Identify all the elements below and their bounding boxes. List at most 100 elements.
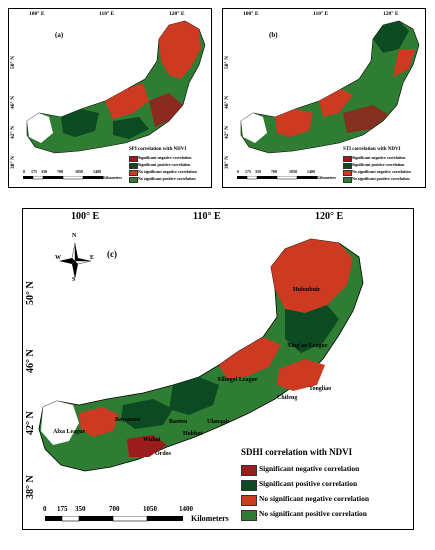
legend-label: No significant negative correlation	[138, 169, 197, 174]
legend-label: No significant positive correlation	[259, 509, 367, 518]
legend-c: SDHI correlation with NDVI Significant n…	[241, 447, 413, 523]
scale-bar-graphic	[23, 176, 103, 180]
scale-unit: Kilometers	[317, 175, 336, 180]
scale-bar-a: 0 175 350 700 1050 1400 Kilometers	[23, 169, 123, 183]
lon-tick: 120° E	[169, 11, 185, 17]
lon-tick: 100° E	[29, 11, 45, 17]
place-label: Hulunbuir	[293, 287, 321, 293]
legend-title: SDHI correlation with NDVI	[241, 447, 353, 457]
lat-tick: 50° N	[224, 55, 230, 69]
scale-num: 1050	[143, 505, 157, 513]
lat-tick: 38° N	[10, 155, 16, 169]
legend-swatch	[343, 170, 352, 176]
place-label: Chifeng	[277, 395, 298, 401]
lon-tick: 110° E	[193, 211, 221, 222]
scale-num: 175	[31, 169, 37, 174]
scale-bar-c: 0 175 350 700 1050 1400 Kilometers	[43, 505, 243, 527]
legend-label: No significant positive correlation	[138, 176, 196, 181]
lon-tick: 100° E	[243, 11, 259, 17]
legend-label: Significant negative correlation	[352, 155, 406, 160]
legend-label: No significant negative correlation	[352, 169, 411, 174]
legend-label: Significant positive correlation	[138, 162, 191, 167]
legend-label: Significant positive correlation	[259, 479, 358, 488]
lat-tick: 46° N	[25, 349, 36, 373]
scale-num: 700	[271, 169, 277, 174]
lat-tick: 46° N	[224, 95, 230, 109]
legend-swatch	[241, 510, 257, 521]
legend-swatch	[343, 177, 352, 183]
compass-e: E	[90, 255, 95, 261]
panel-b: (b) 100° E 110° E 120° E 50° N 46° N 42°…	[222, 8, 426, 188]
legend-title: SPI correlation with NDVI	[129, 147, 187, 152]
scale-num: 1400	[179, 505, 193, 513]
place-label: Ordos	[155, 451, 172, 457]
scale-bar-graphic	[45, 516, 183, 522]
legend-swatch	[129, 163, 138, 169]
panel-letter: (b)	[269, 31, 278, 39]
scale-num: 175	[245, 169, 251, 174]
lat-tick: 42° N	[10, 125, 16, 139]
lat-tick: 42° N	[25, 411, 36, 435]
legend-a: SPI correlation with NDVI Significant ne…	[129, 147, 211, 185]
scale-bar-b: 0 175 350 700 1050 1400 Kilometers	[237, 169, 337, 183]
legend-swatch	[129, 177, 138, 183]
place-label: Xilingol League	[217, 377, 258, 383]
legend-swatch	[241, 465, 257, 476]
place-label: Baotou	[169, 419, 188, 425]
scale-num: 350	[255, 169, 261, 174]
scale-num: 1400	[93, 169, 101, 174]
legend-label: No significant positive correlation	[352, 176, 410, 181]
scale-num: 700	[109, 505, 120, 513]
scale-num: 1050	[75, 169, 83, 174]
lat-tick: 46° N	[10, 95, 16, 109]
lat-tick: 50° N	[25, 281, 36, 305]
lat-tick: 42° N	[224, 125, 230, 139]
scale-num: 0	[43, 505, 47, 513]
scale-bar-graphic	[237, 176, 317, 180]
legend-title: STI correlation with NDVI	[343, 147, 401, 152]
place-label: Wuhai	[143, 437, 161, 443]
legend-swatch	[343, 163, 352, 169]
place-label: Alxa League	[53, 429, 86, 435]
legend-swatch	[343, 156, 352, 162]
lat-tick: 38° N	[224, 155, 230, 169]
lon-tick: 100° E	[71, 211, 100, 222]
place-label: Ulanqab	[207, 419, 230, 425]
scale-num: 0	[237, 169, 239, 174]
legend-label: No significant negative correlation	[259, 494, 370, 503]
legend-b: STI correlation with NDVI Significant ne…	[343, 147, 425, 185]
scale-num: 350	[41, 169, 47, 174]
scale-unit: Kilometers	[103, 175, 122, 180]
scale-num: 1400	[307, 169, 315, 174]
panel-a: (a) 100° E 110° E 120° E 50° N 46° N 42°…	[8, 8, 212, 188]
lon-tick: 110° E	[313, 11, 329, 17]
compass-s: S	[72, 277, 76, 283]
legend-swatch	[129, 170, 138, 176]
lon-tick: 120° E	[383, 11, 399, 17]
compass-n: N	[72, 233, 77, 239]
panel-letter: (c)	[107, 249, 117, 259]
panel-c: 100° E 110° E 120° E 50° N 46° N 42° N 3…	[22, 208, 414, 530]
place-label: Tongliao	[309, 386, 332, 392]
scale-num: 350	[75, 505, 86, 513]
legend-swatch	[241, 480, 257, 491]
lat-tick: 50° N	[10, 55, 16, 69]
scale-num: 175	[57, 505, 68, 513]
legend-label: Significant negative correlation	[138, 155, 192, 160]
panel-letter: (a)	[55, 31, 64, 39]
map-a	[26, 20, 206, 154]
place-label: Bayannur	[115, 417, 141, 423]
scale-num: 700	[57, 169, 63, 174]
legend-label: Significant positive correlation	[352, 162, 405, 167]
scale-num: 0	[23, 169, 25, 174]
compass-w: W	[55, 255, 61, 261]
place-label: Xing'an League	[287, 343, 328, 349]
compass-icon	[59, 242, 92, 279]
lon-tick: 120° E	[315, 211, 344, 222]
legend-swatch	[241, 495, 257, 506]
scale-num: 1050	[289, 169, 297, 174]
compass-rose: N S W E	[55, 233, 95, 287]
map-c	[38, 238, 364, 472]
legend-label: Significant negative correlation	[259, 464, 360, 473]
lon-tick: 110° E	[99, 11, 115, 17]
